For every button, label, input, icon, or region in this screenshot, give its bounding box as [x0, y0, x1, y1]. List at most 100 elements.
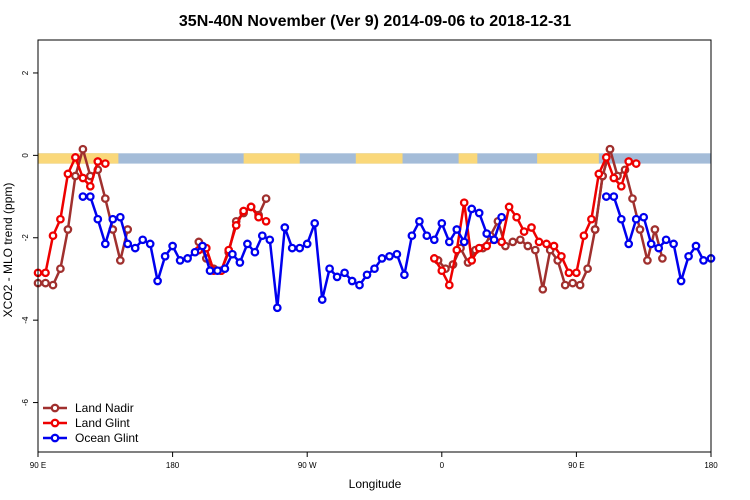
data-point-land-nadir	[590, 225, 600, 234]
data-point-ocean-glint	[392, 249, 402, 259]
data-point-ocean-glint	[183, 254, 192, 263]
land-strip-segment	[537, 153, 599, 164]
legend-label: Land Nadir	[75, 401, 134, 415]
data-point-ocean-glint	[400, 270, 409, 280]
chart-title: 35N-40N November (Ver 9) 2014-09-06 to 2…	[179, 13, 571, 30]
data-point-ocean-glint	[340, 268, 349, 278]
data-point-ocean-glint	[459, 237, 469, 247]
data-point-land-nadir	[261, 194, 271, 203]
legend-label: Land Glint	[75, 416, 130, 430]
y-tick-label: -6	[21, 398, 30, 406]
data-point-ocean-glint	[250, 247, 260, 257]
data-point-land-glint	[444, 280, 454, 290]
data-point-land-glint	[534, 237, 544, 247]
data-point-ocean-glint	[213, 266, 222, 276]
data-point-ocean-glint	[444, 237, 454, 247]
data-point-land-glint	[564, 268, 574, 278]
data-point-land-glint	[572, 268, 581, 278]
data-point-land-nadir	[568, 278, 578, 288]
data-point-land-nadir	[515, 235, 525, 245]
land-strip-segment	[80, 153, 108, 164]
data-point-ocean-glint	[370, 264, 379, 274]
data-point-ocean-glint	[415, 216, 424, 226]
land-strip-segment	[355, 153, 403, 164]
data-point-ocean-glint	[302, 239, 312, 249]
data-point-land-glint	[56, 214, 65, 224]
legend-item-land-glint: Land Glint	[43, 416, 130, 430]
data-point-ocean-glint	[93, 214, 103, 224]
data-point-land-nadir	[650, 225, 660, 234]
data-point-ocean-glint	[287, 243, 297, 253]
series-line-ocean-glint	[606, 195, 712, 283]
y-tick-label: -2	[21, 234, 30, 242]
data-point-ocean-glint	[616, 214, 626, 224]
data-point-land-glint	[482, 241, 492, 251]
data-point-land-nadir	[100, 194, 110, 203]
data-point-land-glint	[579, 231, 589, 241]
data-point-land-nadir	[56, 264, 65, 274]
data-point-land-glint	[594, 169, 604, 179]
data-point-land-nadir	[560, 280, 570, 290]
data-point-ocean-glint	[100, 239, 110, 249]
data-point-land-glint	[85, 181, 95, 191]
data-point-land-glint	[474, 243, 484, 253]
data-point-ocean-glint	[676, 276, 686, 286]
data-point-ocean-glint	[145, 239, 155, 249]
data-point-land-glint	[63, 169, 73, 179]
data-point-ocean-glint	[130, 243, 140, 253]
data-point-land-glint	[71, 153, 80, 162]
land-strip-segment	[243, 153, 300, 164]
data-point-land-glint	[527, 223, 536, 232]
legend-item-land-nadir: Land Nadir	[43, 401, 134, 415]
data-point-ocean-glint	[115, 212, 125, 222]
data-point-ocean-glint	[310, 218, 320, 228]
data-point-ocean-glint	[631, 214, 641, 224]
data-point-land-glint	[429, 254, 439, 263]
data-point-ocean-glint	[228, 249, 237, 259]
x-tick-label: 0	[440, 461, 445, 470]
data-point-ocean-glint	[85, 192, 95, 201]
series-line-land-glint	[38, 156, 106, 275]
data-point-land-nadir	[41, 278, 50, 288]
data-point-ocean-glint	[78, 192, 88, 201]
data-point-land-glint	[557, 251, 566, 261]
data-point-land-glint	[549, 241, 559, 251]
series-ocean-glint	[78, 192, 716, 313]
data-point-ocean-glint	[385, 251, 394, 261]
data-point-ocean-glint	[325, 264, 334, 274]
data-point-ocean-glint	[429, 235, 439, 245]
data-point-ocean-glint	[624, 239, 634, 249]
x-tick-label: 90 W	[298, 461, 317, 470]
data-point-land-glint	[624, 157, 634, 166]
data-point-ocean-glint	[123, 239, 133, 249]
data-point-ocean-glint	[497, 212, 506, 222]
plot-frame	[37, 39, 712, 453]
data-point-land-glint	[41, 268, 50, 278]
data-point-ocean-glint	[377, 254, 387, 263]
data-point-land-glint	[631, 159, 641, 168]
data-point-land-nadir	[115, 256, 125, 265]
data-point-ocean-glint	[160, 251, 170, 261]
data-point-ocean-glint	[153, 276, 162, 286]
land-strip-segment	[458, 153, 478, 164]
data-point-land-glint	[78, 173, 88, 183]
x-axis: 90 E 180 90 W 0 90 E 180	[30, 452, 718, 470]
x-tick-label: 90 E	[568, 461, 584, 470]
data-point-ocean-glint	[243, 239, 252, 249]
data-point-land-glint	[587, 214, 596, 224]
data-point-ocean-glint	[108, 214, 118, 224]
data-point-ocean-glint	[489, 235, 499, 245]
x-tick-label: 90 E	[30, 461, 46, 470]
data-point-land-glint	[246, 202, 256, 212]
data-point-land-nadir	[628, 194, 637, 203]
series-layer	[33, 144, 716, 313]
data-point-land-nadir	[575, 280, 585, 290]
data-point-land-glint	[100, 159, 110, 168]
series-land-glint	[33, 153, 641, 290]
data-point-land-nadir	[523, 241, 533, 251]
y-tick-label: 2	[21, 70, 30, 75]
y-axis: -6 -4 -2 0 2	[21, 70, 38, 406]
data-point-land-glint	[467, 256, 477, 265]
data-point-land-glint	[519, 227, 529, 236]
